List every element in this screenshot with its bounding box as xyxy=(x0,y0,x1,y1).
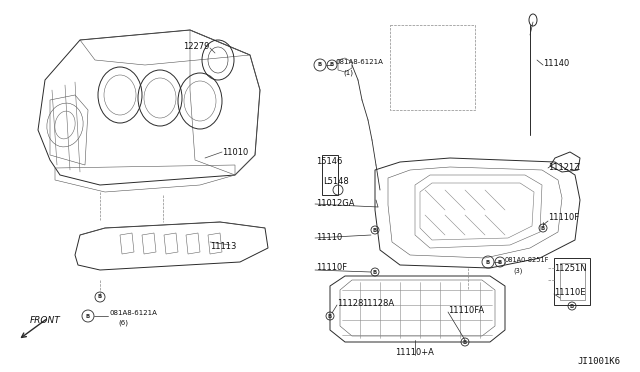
Text: B: B xyxy=(86,314,90,318)
Text: 11128A: 11128A xyxy=(362,299,394,308)
Text: (6): (6) xyxy=(118,320,128,327)
Text: 11251N: 11251N xyxy=(554,264,587,273)
Text: 11010: 11010 xyxy=(222,148,248,157)
Text: 15146: 15146 xyxy=(316,157,342,166)
Text: 11012GA: 11012GA xyxy=(316,199,355,208)
Text: 11110E: 11110E xyxy=(554,288,586,297)
Text: B: B xyxy=(98,295,102,299)
Text: B: B xyxy=(541,225,545,231)
Text: B: B xyxy=(330,62,334,67)
Text: 11110: 11110 xyxy=(316,233,342,242)
Text: B: B xyxy=(570,304,574,308)
Text: (1): (1) xyxy=(343,69,353,76)
Text: 11128: 11128 xyxy=(337,299,364,308)
Text: 11113: 11113 xyxy=(210,242,236,251)
Text: B: B xyxy=(328,314,332,318)
Text: 11110+A: 11110+A xyxy=(396,348,435,357)
Text: JI1001K6: JI1001K6 xyxy=(577,357,620,366)
Text: 081A0-8251F: 081A0-8251F xyxy=(505,257,549,263)
Text: 11110F: 11110F xyxy=(316,263,347,272)
Text: B: B xyxy=(486,260,490,264)
Text: 11110F: 11110F xyxy=(548,213,579,222)
Text: B: B xyxy=(373,269,377,275)
Text: 081A8-6121A: 081A8-6121A xyxy=(335,59,383,65)
Text: 081A8-6121A: 081A8-6121A xyxy=(110,310,158,316)
Text: FRONT: FRONT xyxy=(30,316,61,325)
Text: 12279: 12279 xyxy=(183,42,209,51)
Text: B: B xyxy=(498,260,502,264)
Text: B: B xyxy=(318,62,322,67)
Text: B: B xyxy=(373,228,377,232)
Text: B: B xyxy=(463,340,467,344)
Text: (3): (3) xyxy=(513,267,522,273)
Text: 11121Z: 11121Z xyxy=(548,163,580,172)
Text: 11140: 11140 xyxy=(543,59,569,68)
Text: L5148: L5148 xyxy=(323,177,349,186)
Text: 11110FA: 11110FA xyxy=(448,306,484,315)
